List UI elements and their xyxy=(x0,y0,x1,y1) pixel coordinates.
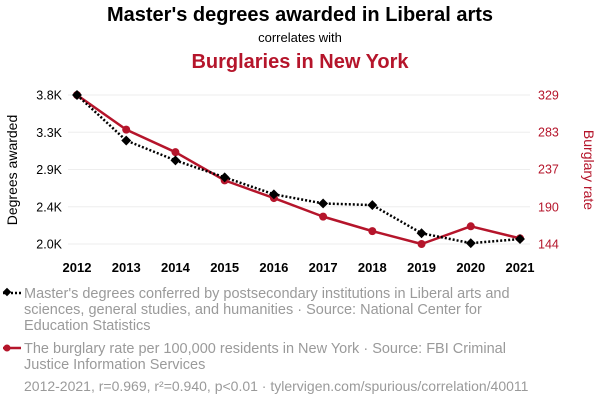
legend-swatch-burglary-marker xyxy=(3,344,11,352)
x-tick-label: 2014 xyxy=(161,260,191,275)
y-right-tick-label: 329 xyxy=(538,89,559,103)
chart-footer: 2012-2021, r=0.969, r²=0.940, p<0.01 · t… xyxy=(24,378,529,394)
point-degrees xyxy=(465,238,476,249)
legend-burglary-line-2: Justice Information Services xyxy=(24,357,205,373)
x-tick-label: 2013 xyxy=(112,260,141,275)
chart-subtitle: correlates with xyxy=(258,30,342,45)
y-left-tick-label: 3.8K xyxy=(36,89,62,103)
legend-degrees-line-2: sciences, general studies, and humanitie… xyxy=(24,302,482,318)
series-line-degrees xyxy=(76,94,521,245)
right-axis-ticks: 144 190 237 283 329 xyxy=(538,89,559,252)
series-markers xyxy=(72,90,525,249)
point-degrees xyxy=(318,198,329,209)
series-line-burglary xyxy=(76,93,521,246)
point-degrees xyxy=(515,234,525,244)
y-axis-label-left: Degrees awarded xyxy=(4,115,20,226)
y-left-tick-label: 2.9K xyxy=(36,163,62,177)
point-burglary xyxy=(466,222,475,231)
x-tick-label: 2018 xyxy=(358,260,387,275)
chart-title: Master's degrees awarded in Liberal arts xyxy=(107,4,493,26)
x-tick-label: 2016 xyxy=(259,260,288,275)
x-tick-label: 2012 xyxy=(63,260,92,275)
legend-degrees-line-1: Master's degrees conferred by postsecond… xyxy=(24,286,510,302)
point-degrees xyxy=(121,135,132,146)
point-degrees xyxy=(170,155,181,166)
x-axis-ticks: 2012 2013 2014 2015 2016 2017 2018 2019 2020 2021 xyxy=(63,260,535,275)
point-burglary xyxy=(171,148,180,157)
legend: Master's degrees conferred by postsecond… xyxy=(2,286,514,373)
legend-degrees-line-3: Education Statistics xyxy=(24,318,151,334)
point-degrees xyxy=(367,200,378,211)
x-tick-label: 2020 xyxy=(456,260,485,275)
x-tick-label: 2017 xyxy=(309,260,338,275)
point-degrees xyxy=(219,172,230,183)
gridlines xyxy=(68,94,530,245)
y-right-tick-label: 283 xyxy=(538,126,559,140)
point-degrees xyxy=(416,228,427,239)
point-burglary xyxy=(319,212,328,221)
x-tick-label: 2019 xyxy=(407,260,436,275)
legend-burglary-line-1: The burglary rate per 100,000 residents … xyxy=(24,341,506,357)
y-left-tick-label: 3.3K xyxy=(36,126,62,140)
x-tick-label: 2021 xyxy=(506,260,535,275)
legend-degrees: Master's degrees conferred by postsecond… xyxy=(24,286,514,334)
left-axis-ticks: 2.0K 2.4K 2.9K 3.3K 3.8K xyxy=(36,89,62,252)
point-burglary xyxy=(417,240,426,248)
legend-burglary: The burglary rate per 100,000 residents … xyxy=(24,341,510,373)
y-right-tick-label: 237 xyxy=(538,163,559,177)
point-burglary xyxy=(368,227,377,236)
x-tick-label: 2015 xyxy=(210,260,239,275)
legend-swatch-degrees-marker xyxy=(2,287,12,297)
y-right-tick-label: 190 xyxy=(538,200,559,214)
y-right-tick-label: 144 xyxy=(538,238,559,252)
series-lines xyxy=(76,93,521,246)
chart-title-2: Burglaries in New York xyxy=(191,51,409,73)
y-axis-label-right: Burglary rate xyxy=(581,130,597,210)
point-degrees xyxy=(72,90,82,100)
point-degrees xyxy=(268,189,279,200)
y-left-tick-label: 2.0K xyxy=(36,238,62,252)
point-burglary xyxy=(122,125,131,134)
y-left-tick-label: 2.4K xyxy=(36,200,62,214)
